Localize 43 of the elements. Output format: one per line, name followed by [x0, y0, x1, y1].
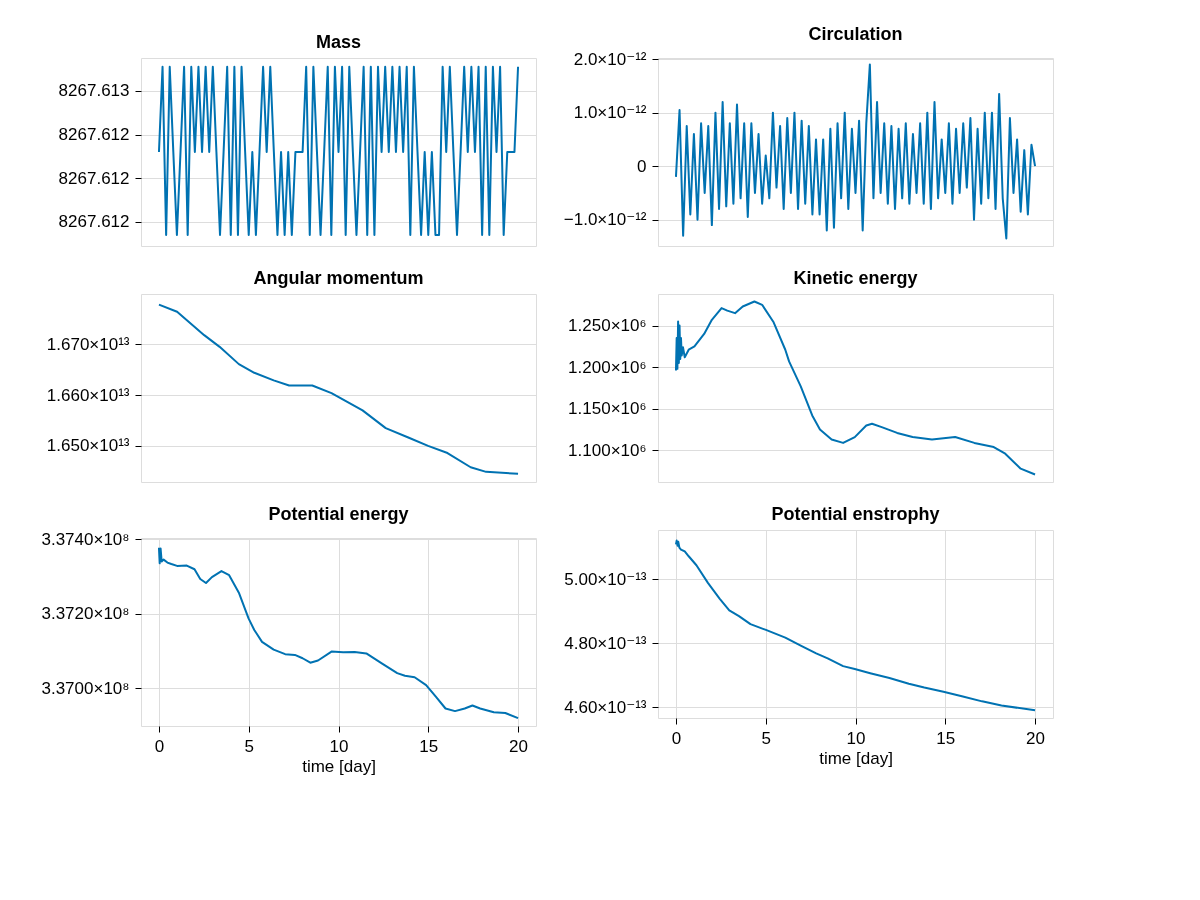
y-tick-label: 8267.612 — [58, 168, 130, 188]
x-tick-label: 0 — [671, 728, 682, 748]
x-axis-title: time [day] — [819, 748, 893, 768]
x-tick-label: 5 — [761, 728, 771, 748]
x-tick-label: 10 — [329, 736, 349, 756]
y-tick-label: 3.3700×10⁸ — [41, 678, 130, 698]
y-tick-label: 3.3720×10⁸ — [41, 604, 130, 624]
y-tick-label: 1.150×10⁶ — [568, 399, 647, 419]
y-tick-label: 5.00×10⁻¹³ — [564, 569, 647, 589]
chart-title: Potential energy — [268, 504, 409, 525]
y-tick-label: 1.650×10¹³ — [46, 436, 130, 456]
line-series — [674, 63, 1037, 240]
y-tick-label: 8267.612 — [58, 212, 130, 232]
chart-title: Mass — [315, 32, 362, 52]
y-tick-label: 1.200×10⁶ — [568, 357, 647, 377]
y-tick-label: 8267.613 — [58, 81, 130, 101]
y-tick-label: 4.80×10⁻¹³ — [564, 633, 647, 653]
x-tick-label: 10 — [846, 728, 866, 748]
x-tick-label: 20 — [509, 736, 529, 756]
chart-title: Circulation — [808, 24, 903, 45]
y-tick-label: 0 — [637, 156, 647, 176]
y-tick-label: 8267.612 — [58, 125, 130, 145]
y-tick-label: 1.0×10⁻¹² — [573, 103, 647, 123]
x-tick-label: 20 — [1026, 728, 1046, 748]
y-tick-label: 1.250×10⁶ — [568, 316, 647, 336]
x-tick-label: 0 — [154, 736, 165, 756]
x-tick-label: 5 — [244, 736, 254, 756]
y-tick-label: −1.0×10⁻¹² — [563, 210, 647, 230]
chart-title: Angular momentum — [253, 268, 424, 288]
y-tick-label: 1.670×10¹³ — [46, 334, 130, 354]
line-series — [674, 300, 1037, 476]
x-tick-label: 15 — [936, 728, 956, 748]
y-tick-label: 1.100×10⁶ — [568, 440, 647, 460]
chart-title: Potential enstrophy — [771, 504, 940, 524]
y-tick-label: 2.0×10⁻¹² — [573, 49, 647, 69]
x-axis-title: time [day] — [302, 756, 376, 776]
chart-title: Kinetic energy — [793, 268, 918, 288]
line-series — [674, 539, 1037, 712]
y-tick-label: 1.660×10¹³ — [46, 385, 130, 405]
y-tick-label: 3.3740×10⁸ — [41, 529, 130, 549]
line-series — [157, 546, 520, 720]
x-tick-label: 15 — [419, 736, 439, 756]
y-tick-label: 4.60×10⁻¹³ — [564, 697, 647, 717]
